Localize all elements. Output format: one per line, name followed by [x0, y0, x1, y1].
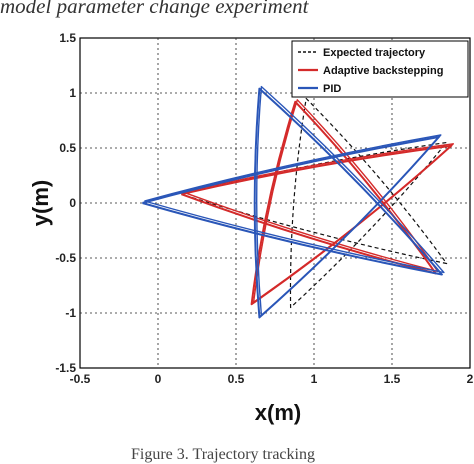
tick-labels: -0.5 0 0.5 1 1.5 2 1.5 1 0.5 0 -0.5 -1 -1.5: [55, 31, 473, 386]
y-tick-label: -1.5: [55, 361, 76, 375]
x-tick-label: 0: [155, 372, 162, 386]
x-tick-label: 1.5: [384, 372, 401, 386]
series-line-expected-trajectory: [181, 97, 448, 309]
y-tick-label: 0.5: [59, 141, 76, 155]
x-tick-label: 0.5: [228, 372, 245, 386]
series-line-adaptive-backstepping: [183, 99, 454, 303]
legend-label-expected: Expected trajectory: [323, 47, 426, 59]
y-tick-label: 1.5: [59, 31, 76, 45]
y-tick-label: 0: [69, 196, 76, 210]
x-tick-label: -0.5: [70, 372, 91, 386]
x-tick-label: 1: [311, 372, 318, 386]
figure-caption: Figure 3. Trajectory tracking: [131, 446, 315, 463]
trajectory-chart: -0.5 0 0.5 1 1.5 2 1.5 1 0.5 0 -0.5 -1 -1.5 x(m) y(m…: [28, 31, 474, 425]
series-lines: [142, 85, 454, 319]
x-tick-label: 2: [467, 372, 474, 386]
legend-box: [291, 40, 469, 98]
y-tick-label: 1: [69, 86, 76, 100]
series-line-pid: [142, 87, 443, 319]
legend: Expected trajectory Adaptive backsteppin…: [291, 40, 469, 98]
y-tick-label: -0.5: [55, 251, 76, 265]
series-line-pid: [144, 85, 445, 317]
legend-label-adaptive: Adaptive backstepping: [323, 65, 443, 77]
y-axis-label: y(m): [28, 180, 53, 226]
legend-label-pid: PID: [323, 83, 341, 95]
y-tick-label: -1: [65, 306, 76, 320]
x-axis-label: x(m): [255, 400, 301, 425]
figure-top-caption: model parameter change experiment: [0, 0, 309, 18]
grid-lines: [80, 38, 470, 368]
